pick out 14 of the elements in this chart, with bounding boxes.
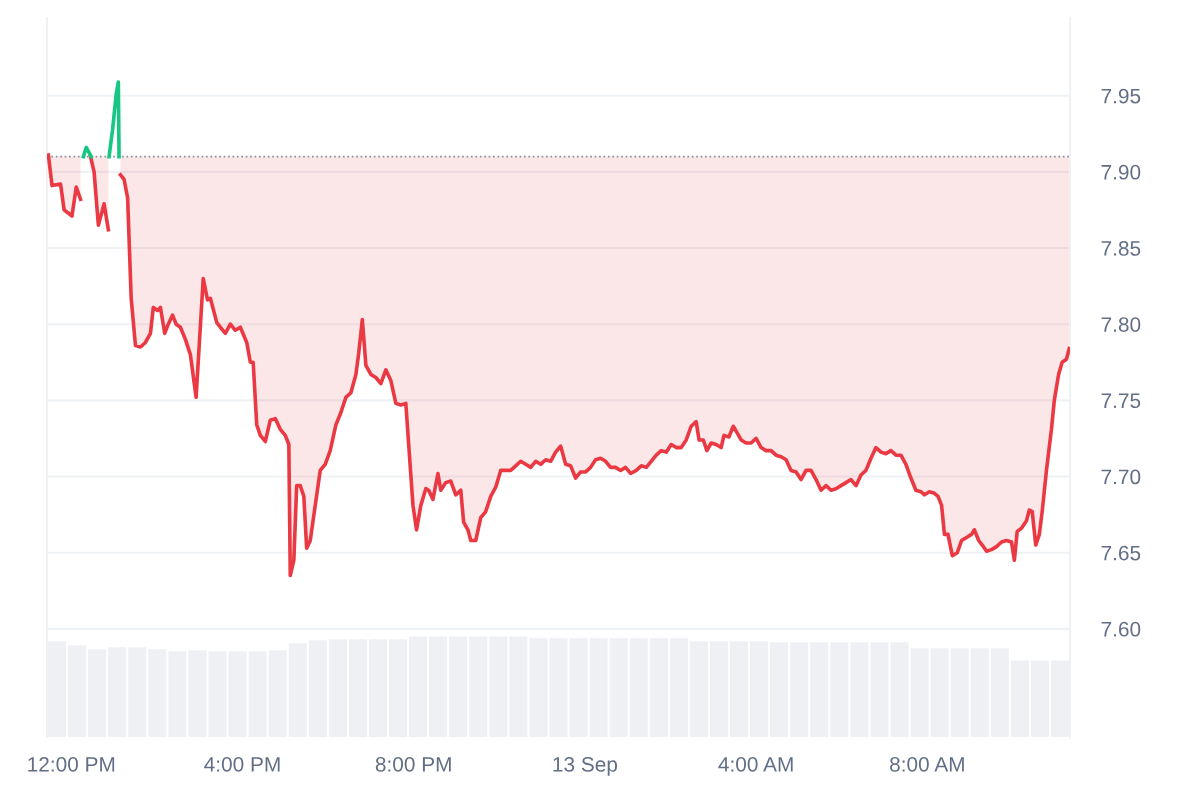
y-tick-label: 7.90: [1101, 164, 1141, 180]
x-tick-label: 8:00 PM: [375, 756, 451, 772]
y-tick-label: 7.65: [1101, 545, 1141, 561]
y-tick-label: 7.60: [1101, 621, 1141, 637]
y-tick-label: 7.75: [1101, 393, 1141, 409]
y-tick-label: 7.80: [1101, 317, 1141, 332]
x-tick-label: 12:00 PM: [28, 756, 115, 772]
x-tick-label: 4:00 PM: [204, 756, 280, 772]
y-tick-label: 7.95: [1101, 88, 1141, 104]
y-tick-label: 7.85: [1101, 241, 1141, 256]
x-tick-label: 13 Sep: [553, 756, 618, 776]
y-tick-label: 7.70: [1101, 469, 1141, 485]
x-tick-label: 8:00 AM: [890, 756, 964, 772]
x-tick-label: 4:00 AM: [718, 756, 793, 772]
